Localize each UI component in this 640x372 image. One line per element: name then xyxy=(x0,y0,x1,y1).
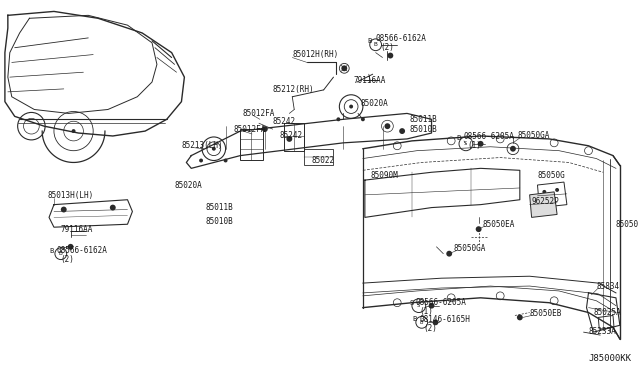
Text: 85020A: 85020A xyxy=(175,180,202,189)
Text: 85090M: 85090M xyxy=(371,171,399,180)
Text: 85212(RH): 85212(RH) xyxy=(273,86,314,94)
Text: 85050EB: 85050EB xyxy=(530,309,562,318)
Text: 85025A: 85025A xyxy=(593,308,621,317)
Text: 85012H(RH): 85012H(RH) xyxy=(292,50,339,59)
Text: 85233A: 85233A xyxy=(589,327,616,336)
Text: S: S xyxy=(464,141,467,146)
Text: S: S xyxy=(410,300,414,306)
Text: 08146-6165H: 08146-6165H xyxy=(420,315,470,324)
Text: 85013H(LH): 85013H(LH) xyxy=(47,191,93,200)
Text: 85010B: 85010B xyxy=(206,217,234,226)
Text: 85242: 85242 xyxy=(273,117,296,126)
Circle shape xyxy=(286,136,292,142)
Circle shape xyxy=(542,190,547,194)
Text: 85050GA: 85050GA xyxy=(453,244,486,253)
Text: 85020A: 85020A xyxy=(361,99,388,108)
Circle shape xyxy=(349,105,353,109)
Circle shape xyxy=(212,147,216,151)
Text: 85213(LH): 85213(LH) xyxy=(182,141,223,150)
Circle shape xyxy=(68,244,74,250)
Circle shape xyxy=(399,128,405,134)
Circle shape xyxy=(72,129,76,133)
Polygon shape xyxy=(530,192,557,217)
Circle shape xyxy=(61,206,67,212)
Circle shape xyxy=(223,158,228,163)
Text: 85011B: 85011B xyxy=(410,115,438,124)
Text: B: B xyxy=(368,38,372,44)
Text: (1): (1) xyxy=(468,141,482,150)
Circle shape xyxy=(361,117,365,121)
Text: 08566-6205A: 08566-6205A xyxy=(416,298,467,307)
Circle shape xyxy=(337,117,340,121)
Text: (1): (1) xyxy=(420,307,434,316)
Text: 85050GA: 85050GA xyxy=(518,131,550,141)
Text: 85010B: 85010B xyxy=(410,125,438,134)
Circle shape xyxy=(446,251,452,257)
Text: 96252P: 96252P xyxy=(532,197,559,206)
Text: 85242: 85242 xyxy=(280,131,303,141)
Text: 85012FA: 85012FA xyxy=(243,109,275,118)
Circle shape xyxy=(476,226,481,232)
Text: B: B xyxy=(412,317,416,323)
Text: 85050G: 85050G xyxy=(538,171,565,180)
Text: 85022: 85022 xyxy=(312,156,335,165)
Text: (2): (2) xyxy=(381,43,394,52)
Circle shape xyxy=(199,158,203,163)
Text: 85834: 85834 xyxy=(596,282,620,291)
Text: 85012FA: 85012FA xyxy=(234,125,266,134)
Circle shape xyxy=(555,188,559,192)
Text: B: B xyxy=(59,251,63,256)
Text: 85011B: 85011B xyxy=(206,203,234,212)
Text: B: B xyxy=(374,42,378,47)
Text: B: B xyxy=(420,320,423,325)
Circle shape xyxy=(110,205,116,211)
Circle shape xyxy=(385,123,390,129)
Text: (2): (2) xyxy=(424,324,438,333)
Text: 08566-6162A: 08566-6162A xyxy=(376,34,426,44)
Circle shape xyxy=(433,320,438,325)
Text: 85050: 85050 xyxy=(616,220,639,229)
Text: 79116AA: 79116AA xyxy=(61,225,93,234)
Circle shape xyxy=(387,52,394,58)
Circle shape xyxy=(429,303,435,309)
Circle shape xyxy=(262,126,268,132)
Text: 08566-6162A: 08566-6162A xyxy=(57,246,108,255)
Text: 79116AA: 79116AA xyxy=(353,76,385,84)
Text: 08566-6205A: 08566-6205A xyxy=(464,132,515,141)
Text: B: B xyxy=(49,248,53,254)
Text: B: B xyxy=(456,135,460,141)
Text: J85000KK: J85000KK xyxy=(589,354,632,363)
Circle shape xyxy=(477,141,484,147)
Circle shape xyxy=(341,65,348,71)
Circle shape xyxy=(517,314,523,320)
Text: 85050EA: 85050EA xyxy=(483,220,515,229)
Circle shape xyxy=(510,146,516,152)
Text: (2): (2) xyxy=(61,255,75,264)
Text: S: S xyxy=(417,303,420,308)
